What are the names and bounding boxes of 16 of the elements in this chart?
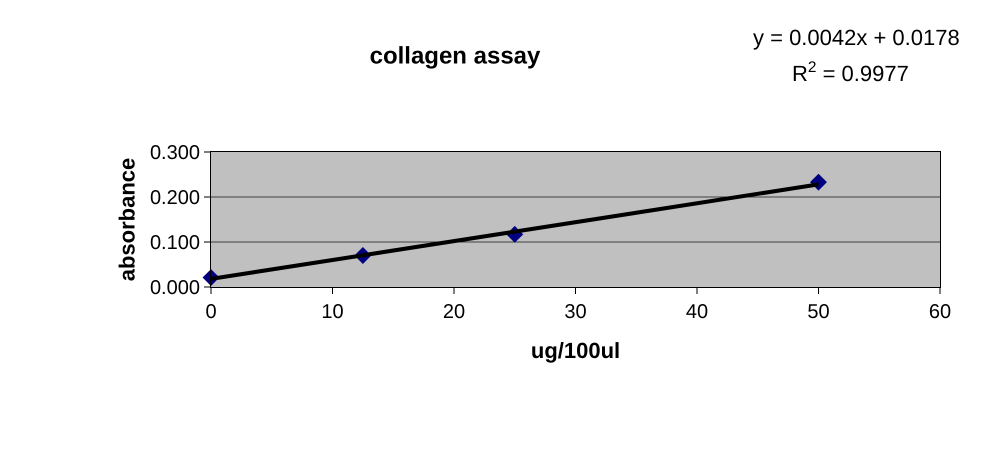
x-tick-label: 60 <box>928 301 952 323</box>
x-tick-label: 30 <box>564 301 587 323</box>
text: y = 0.0042x + 0.0178 <box>753 25 960 50</box>
y-tick-label: 0.200 <box>150 187 200 209</box>
chart-title: collagen assay <box>370 42 542 70</box>
x-tick-label: 40 <box>686 301 708 323</box>
y-tick-label: 0.000 <box>150 277 200 299</box>
x-tick-label: 10 <box>321 301 344 323</box>
y-tick-label: 0.100 <box>150 232 200 254</box>
x-tick-label: 50 <box>807 301 830 323</box>
y-axis-title: absorbance <box>114 158 140 282</box>
text: R$^{2}$ = 0.9977 <box>792 59 909 86</box>
x-tick-label: 0 <box>205 301 217 323</box>
x-tick-label: 20 <box>442 301 466 323</box>
x-axis-title: ug/100ul <box>530 338 620 363</box>
y-tick-label: 0.300 <box>150 142 200 164</box>
